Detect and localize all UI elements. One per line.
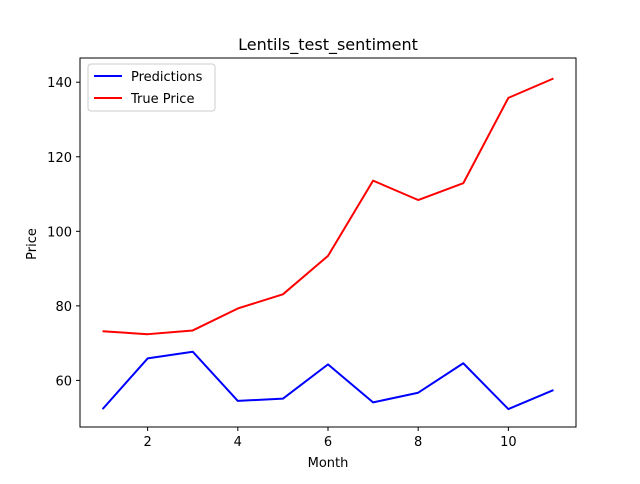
x-axis: 2 4 6 8 10 [143,427,517,450]
x-tick-label: 8 [414,435,422,450]
y-axis: 60 80 100 120 140 [47,76,80,389]
y-tick-label: 140 [47,76,72,91]
legend: Predictions True Price [87,63,216,112]
y-tick-label: 120 [47,151,72,166]
plot-frame [79,57,577,428]
x-tick-label: 2 [143,435,151,450]
chart-title: Lentils_test_sentiment [238,35,418,55]
x-tick-label: 4 [234,435,242,450]
legend-label-true-price: True Price [130,92,194,107]
series-layer [101,77,554,411]
y-tick-label: 60 [55,374,72,389]
y-tick-label: 100 [47,225,72,240]
y-tick-label: 80 [55,300,72,315]
y-axis-label: Price [25,228,40,260]
legend-label-predictions: Predictions [131,70,203,85]
series-line-predictions [101,350,554,411]
x-tick-label: 10 [500,435,517,450]
x-tick-label: 6 [324,435,332,450]
series-line-true-price [102,77,554,336]
x-axis-label: Month [308,456,349,471]
